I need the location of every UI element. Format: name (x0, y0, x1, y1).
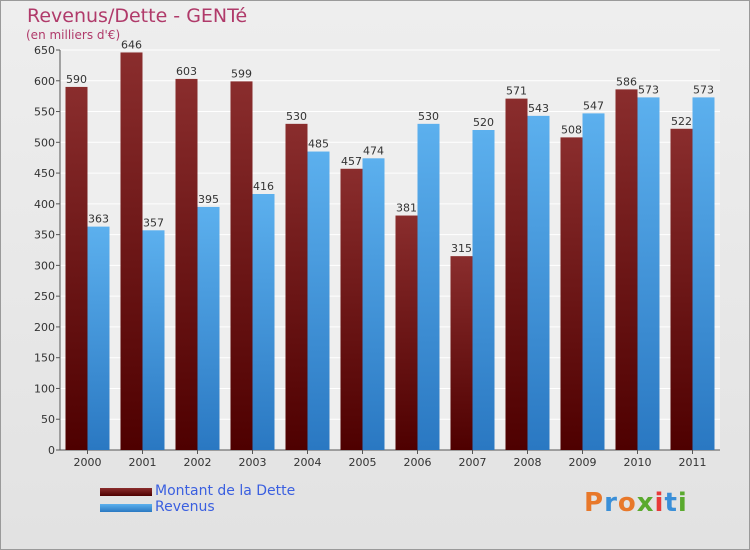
y-tick-label: 500 (34, 136, 55, 149)
data-label: 586 (616, 75, 637, 88)
data-label: 646 (121, 38, 142, 51)
bar-dette (560, 137, 583, 450)
x-tick-label: 2004 (294, 456, 322, 469)
data-label: 573 (638, 83, 659, 96)
x-tick-label: 2007 (459, 456, 487, 469)
plot-area (60, 50, 720, 450)
data-label: 485 (308, 138, 329, 151)
x-tick-label: 2001 (129, 456, 157, 469)
y-tick-label: 50 (41, 413, 55, 426)
data-label: 474 (363, 144, 384, 157)
bar-revenus (142, 230, 165, 450)
data-label: 457 (341, 155, 362, 168)
y-tick-label: 450 (34, 167, 55, 180)
logo-letter: r (604, 488, 618, 518)
y-tick-label: 600 (34, 75, 55, 88)
legend-label-revenus: Revenus (155, 499, 215, 515)
y-tick-label: 400 (34, 198, 55, 211)
bar-dette (230, 81, 253, 450)
y-tick-label: 300 (34, 259, 55, 272)
bar-revenus (637, 97, 660, 450)
bar-revenus (362, 158, 385, 451)
bar-revenus (692, 97, 715, 450)
data-label: 381 (396, 202, 417, 215)
y-tick-label: 100 (34, 382, 55, 395)
logo-letter: o (617, 488, 637, 518)
logo-letter: x (636, 488, 655, 518)
x-tick-label: 2002 (184, 456, 212, 469)
bar-revenus (307, 151, 330, 451)
bar-dette (175, 78, 198, 450)
bar-revenus (252, 194, 275, 450)
data-label: 599 (231, 67, 252, 80)
data-label: 520 (473, 116, 494, 129)
logo-letter: t (664, 488, 678, 518)
x-tick-label: 2005 (349, 456, 377, 469)
data-label: 416 (253, 180, 274, 193)
logo-letter: P (584, 488, 605, 518)
legend-swatch-debt (100, 488, 152, 496)
legend-label-debt: Montant de la Dette (155, 483, 296, 499)
chart-title: Revenus/Dette - GENTé (27, 5, 248, 27)
data-label: 573 (693, 83, 714, 96)
bar-dette (65, 86, 88, 450)
y-tick-label: 0 (48, 444, 55, 457)
data-label: 571 (506, 85, 527, 98)
bar-dette (285, 123, 308, 450)
data-label: 357 (143, 216, 164, 229)
y-tick-label: 550 (34, 106, 55, 119)
x-tick-label: 2003 (239, 456, 267, 469)
data-label: 530 (286, 110, 307, 123)
y-tick-label: 250 (34, 290, 55, 303)
bar-dette (450, 256, 473, 450)
y-tick-label: 650 (34, 44, 55, 57)
x-tick-label: 2008 (514, 456, 542, 469)
y-tick-label: 150 (34, 352, 55, 365)
data-label: 590 (66, 73, 87, 86)
bar-dette (670, 128, 693, 450)
chart-subtitle: (en milliers d'€) (26, 28, 121, 42)
data-label: 530 (418, 110, 439, 123)
bar-revenus (582, 113, 605, 450)
legend-swatch-revenus (100, 504, 152, 512)
proxiti-logo: Proxiti (584, 488, 688, 518)
x-tick-label: 2000 (74, 456, 102, 469)
data-label: 543 (528, 102, 549, 115)
bar-revenus (417, 123, 440, 450)
y-tick-label: 200 (34, 321, 55, 334)
data-label: 547 (583, 99, 604, 112)
logo-text: Proxiti (584, 488, 688, 518)
bar-revenus (527, 115, 550, 450)
bar-dette (395, 215, 418, 450)
x-tick-label: 2010 (624, 456, 652, 469)
data-label: 315 (451, 242, 472, 255)
logo-letter: i (677, 488, 688, 518)
data-label: 522 (671, 115, 692, 128)
logo-letter: i (654, 488, 665, 518)
x-tick-label: 2009 (569, 456, 597, 469)
bar-dette (120, 52, 143, 450)
y-tick-label: 350 (34, 229, 55, 242)
data-label: 395 (198, 193, 219, 206)
bar-revenus (197, 206, 220, 450)
bar-revenus (87, 226, 110, 450)
bar-dette (505, 98, 528, 450)
bar-dette (615, 89, 638, 450)
data-label: 508 (561, 123, 582, 136)
x-tick-label: 2011 (679, 456, 707, 469)
bar-revenus (472, 130, 495, 450)
x-tick-label: 2006 (404, 456, 432, 469)
data-label: 363 (88, 213, 109, 226)
data-label: 603 (176, 65, 197, 78)
bar-dette (340, 168, 363, 450)
